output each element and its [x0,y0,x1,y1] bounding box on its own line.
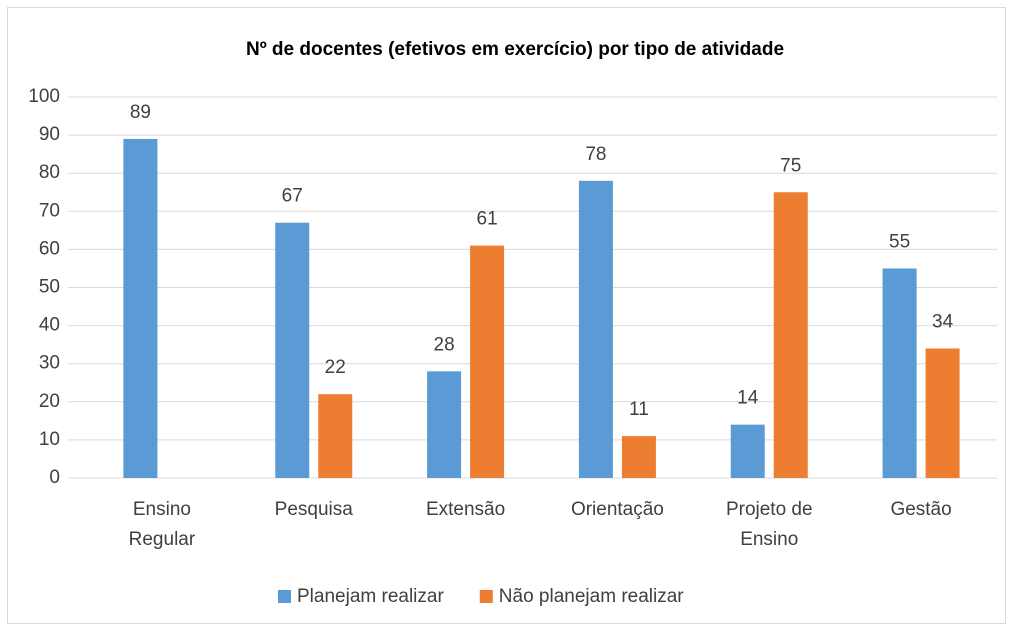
legend-label: Planejam realizar [297,586,444,607]
value-label: 14 [737,388,759,409]
y-tick-label: 80 [39,162,60,183]
bar [123,138,158,478]
value-label: 28 [434,334,455,355]
bar [730,424,765,478]
y-tick-label: 100 [28,86,60,107]
legend-swatch [278,590,291,603]
value-label: 75 [780,155,801,176]
y-tick-label: 0 [49,467,60,488]
y-tick-label: 20 [39,391,60,412]
bar [925,348,960,478]
bar [470,245,505,478]
value-label: 22 [325,357,346,378]
bar [427,371,462,478]
x-tick-label: Orientação [571,499,664,520]
bar [318,394,353,478]
bar [882,268,917,478]
x-tick-label: Projeto de Ensino [726,499,813,550]
value-label: 55 [889,231,910,252]
x-tick-label: Gestão [890,499,951,520]
legend-swatch [479,590,493,603]
bar [578,180,613,478]
value-label: 78 [585,144,606,165]
y-tick-label: 10 [39,429,60,450]
y-tick-label: 60 [39,238,60,259]
value-label: 89 [130,102,151,123]
value-label: 11 [629,399,649,420]
chart-title: Nº de docentes (efetivos em exercício) p… [246,39,784,60]
bar [621,436,656,478]
chart-border [7,7,1006,624]
legend-label: Não planejam realizar [499,586,684,607]
x-tick-label: Pesquisa [275,499,354,520]
bar [275,222,310,478]
y-tick-label: 90 [39,124,60,145]
value-label: 61 [477,209,498,230]
x-tick-line: Ensino [740,529,798,550]
bar [773,192,808,478]
x-tick-line: Projeto de [726,499,813,520]
x-tick-line: Ensino [133,499,191,520]
x-tick-label: Extensão [426,499,505,520]
y-tick-label: 50 [39,277,60,298]
y-tick-label: 40 [39,315,60,336]
x-tick-label: Ensino Regular [129,499,196,550]
y-tick-label: 30 [39,353,60,374]
value-label: 34 [932,311,954,332]
value-label: 67 [282,186,303,207]
x-tick-line: Regular [129,529,196,550]
y-tick-label: 70 [39,200,60,221]
